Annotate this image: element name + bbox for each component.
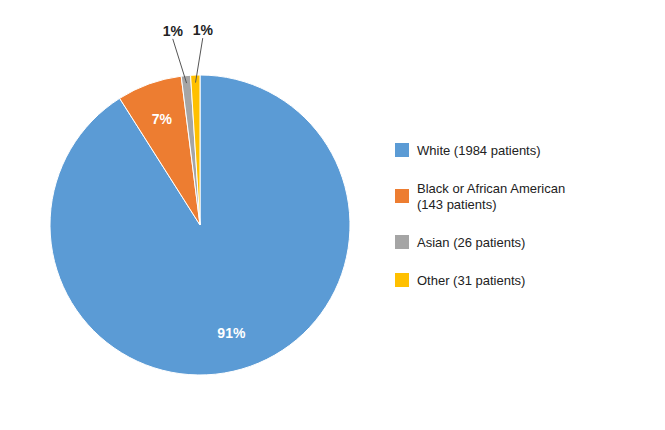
data-labels: 91% 7% 1% 1% xyxy=(152,22,246,341)
legend-swatch xyxy=(395,189,409,203)
legend-label-line: White (1984 patients) xyxy=(417,143,541,158)
pie-slice xyxy=(120,76,200,225)
leader-line xyxy=(173,39,187,83)
data-label: 1% xyxy=(163,23,184,39)
pie-slice xyxy=(50,75,350,375)
legend-label-line: Black or African American xyxy=(417,181,565,196)
legend-label-line: Other (31 patients) xyxy=(417,273,525,288)
chart: 91% 7% 1% 1% White (1984 patients) Black or A… xyxy=(0,0,665,430)
pie-slice xyxy=(191,75,200,225)
legend-label-line: (143 patients) xyxy=(417,197,497,212)
pie xyxy=(50,75,350,375)
legend-label: Black or African American(143 patients) xyxy=(417,181,565,212)
data-label: 91% xyxy=(217,325,246,341)
legend-label: Other (31 patients) xyxy=(417,273,525,288)
legend-label: Asian (26 patients) xyxy=(417,235,525,250)
pie-slice xyxy=(181,75,200,225)
legend-label: White (1984 patients) xyxy=(417,143,541,158)
leader-line xyxy=(196,38,203,82)
data-label: 1% xyxy=(193,22,214,38)
legend: White (1984 patients) Black or African Am… xyxy=(395,143,565,288)
legend-swatch xyxy=(395,143,409,157)
data-label: 7% xyxy=(152,111,173,127)
chart-container: 91% 7% 1% 1% White (1984 patients) Black or A… xyxy=(0,0,665,430)
legend-label-line: Asian (26 patients) xyxy=(417,235,525,250)
legend-swatch xyxy=(395,235,409,249)
legend-swatch xyxy=(395,273,409,287)
